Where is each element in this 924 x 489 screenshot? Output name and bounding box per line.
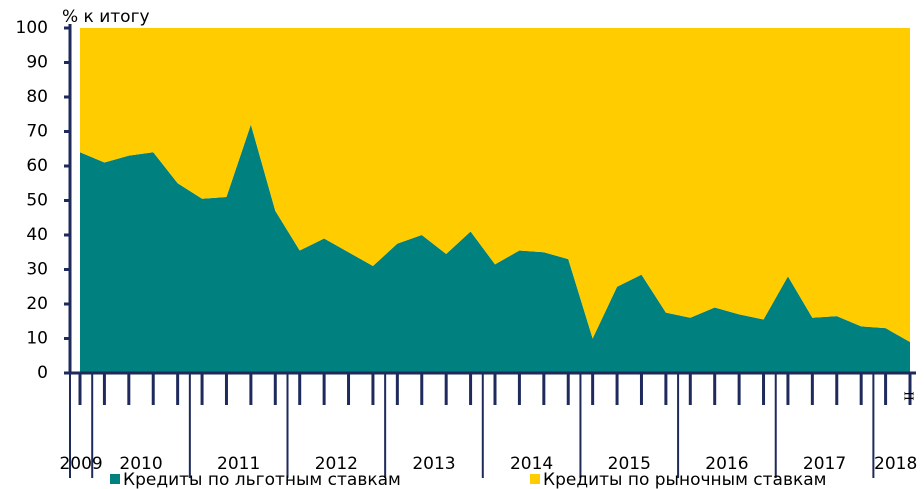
legend-label: Кредиты по рыночным ставкам — [543, 470, 827, 489]
area — [80, 124, 910, 373]
x-group-label: 2013 — [412, 454, 455, 474]
y-tick-label: 80 — [26, 87, 48, 107]
legend-swatch — [110, 474, 120, 484]
y-axis-label: % к итогу — [62, 7, 150, 27]
x-group-label: 2009 — [59, 454, 102, 474]
y-tick-label: 0 — [37, 363, 48, 383]
x-group-label: 2015 — [608, 454, 651, 474]
x-group-label: 2014 — [510, 454, 553, 474]
x-group-label: 2012 — [315, 454, 358, 474]
x-group-label: 2017 — [803, 454, 846, 474]
y-tick-label: 50 — [26, 191, 48, 211]
y-tick-label: 70 — [26, 122, 48, 142]
y-tick-label: 100 — [16, 18, 48, 38]
area — [80, 28, 910, 342]
x-group-label: 2011 — [217, 454, 260, 474]
x-tick-label: II — [903, 391, 917, 401]
legend-label: Кредиты по льготным ставкам — [123, 470, 401, 489]
y-tick-label: 20 — [26, 294, 48, 314]
y-tick-label: 10 — [26, 329, 48, 349]
x-group-label: 2010 — [119, 454, 162, 474]
legend-swatch — [530, 474, 540, 484]
y-tick-label: 60 — [26, 156, 48, 176]
y-tick-label: 90 — [26, 53, 48, 73]
x-group-label: 2018 — [874, 454, 917, 474]
y-tick-label: 30 — [26, 260, 48, 280]
y-tick-label: 40 — [26, 225, 48, 245]
x-group-label: 2016 — [705, 454, 748, 474]
